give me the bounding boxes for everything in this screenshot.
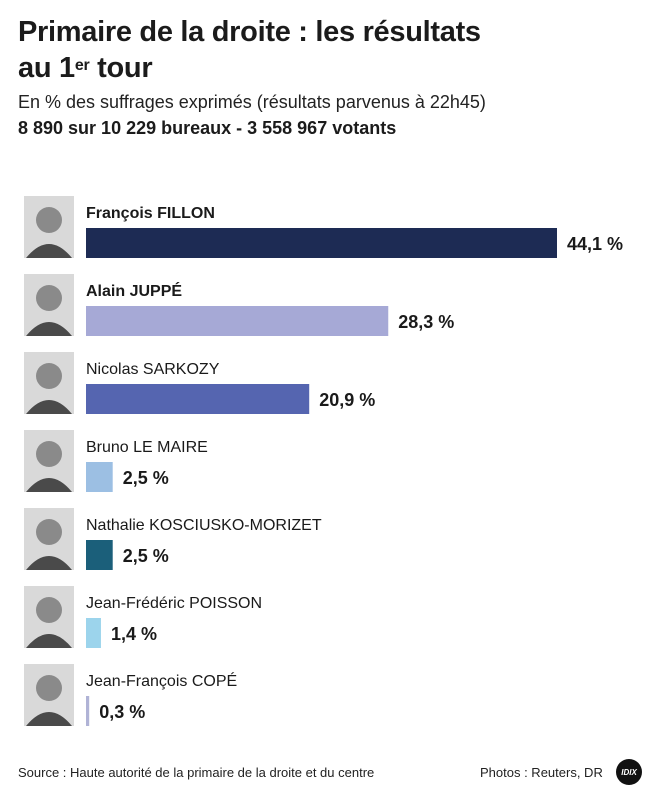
candidate-name: Jean-François COPÉ [86, 671, 237, 690]
value-label: 44,1 % [567, 234, 623, 254]
candidate-row: François FILLON 44,1 % [24, 196, 623, 258]
portrait-icon [24, 274, 74, 336]
portrait-head [36, 207, 62, 233]
bar [86, 306, 389, 336]
candidate-row: Jean-Frédéric POISSON 1,4 % [24, 586, 262, 648]
portrait-icon [24, 664, 74, 726]
portrait-icon [24, 586, 74, 648]
portrait-head [36, 285, 62, 311]
candidate-row: Nathalie KOSCIUSKO-MORIZET 2,5 % [24, 508, 322, 570]
value-label: 1,4 % [111, 624, 157, 644]
portrait-shoulders [26, 712, 72, 726]
value-label: 2,5 % [123, 468, 169, 488]
portrait-icon [24, 196, 74, 258]
candidate-name: Alain JUPPÉ [86, 281, 182, 300]
bar [86, 228, 557, 258]
portrait-shoulders [26, 478, 72, 492]
value-label: 20,9 % [319, 390, 375, 410]
candidate-row: Alain JUPPÉ 28,3 % [24, 274, 454, 336]
bar [86, 696, 90, 726]
candidate-name: Nathalie KOSCIUSKO-MORIZET [86, 517, 322, 534]
portrait-head [36, 441, 62, 467]
portrait-icon [24, 352, 74, 414]
candidate-row: Nicolas SARKOZY 20,9 % [24, 352, 375, 414]
candidate-name: François FILLON [86, 205, 215, 222]
candidate-name: Bruno LE MAIRE [86, 439, 208, 456]
portrait-shoulders [26, 400, 72, 414]
value-label: 0,3 % [99, 702, 145, 722]
source-note: Source : Haute autorité de la primaire d… [18, 765, 375, 780]
title-line2-prefix: au 1 [18, 52, 75, 84]
candidate-row: Bruno LE MAIRE 2,5 % [24, 430, 208, 492]
chart-title: Primaire de la droite : les résultats au… [18, 14, 618, 86]
portrait-icon [24, 430, 74, 492]
title-line2-suffix: tour [89, 52, 153, 84]
value-label: 2,5 % [123, 546, 169, 566]
portrait-shoulders [26, 322, 72, 336]
title-main: Primaire de la droite : les résultats [18, 16, 481, 48]
bar [86, 540, 113, 570]
value-label: 28,3 % [398, 312, 454, 332]
bar-chart: François FILLON 44,1 % Alain JUPPÉ 28,3 % Ni… [24, 196, 623, 726]
chart-subtitle: En % des suffrages exprimés (résultats p… [18, 92, 486, 112]
portrait-head [36, 519, 62, 545]
chart-subtitle-bold: 8 890 sur 10 229 bureaux - 3 558 967 vot… [18, 118, 397, 138]
candidate-row: Jean-François COPÉ 0,3 % [24, 664, 237, 726]
portrait-head [36, 675, 62, 701]
bar [86, 384, 310, 414]
portrait-icon [24, 508, 74, 570]
portrait-shoulders [26, 634, 72, 648]
portrait-shoulders [26, 244, 72, 258]
portrait-head [36, 597, 62, 623]
bar [86, 462, 113, 492]
photo-credit: Photos : Reuters, DR [480, 765, 603, 780]
portrait-head [36, 363, 62, 389]
candidate-name: Jean-Frédéric POISSON [86, 595, 262, 612]
portrait-shoulders [26, 556, 72, 570]
idix-logo: IDIX [616, 759, 642, 785]
candidate-name: Nicolas SARKOZY [86, 361, 220, 378]
title-superscript: er [74, 57, 90, 74]
bar [86, 618, 101, 648]
